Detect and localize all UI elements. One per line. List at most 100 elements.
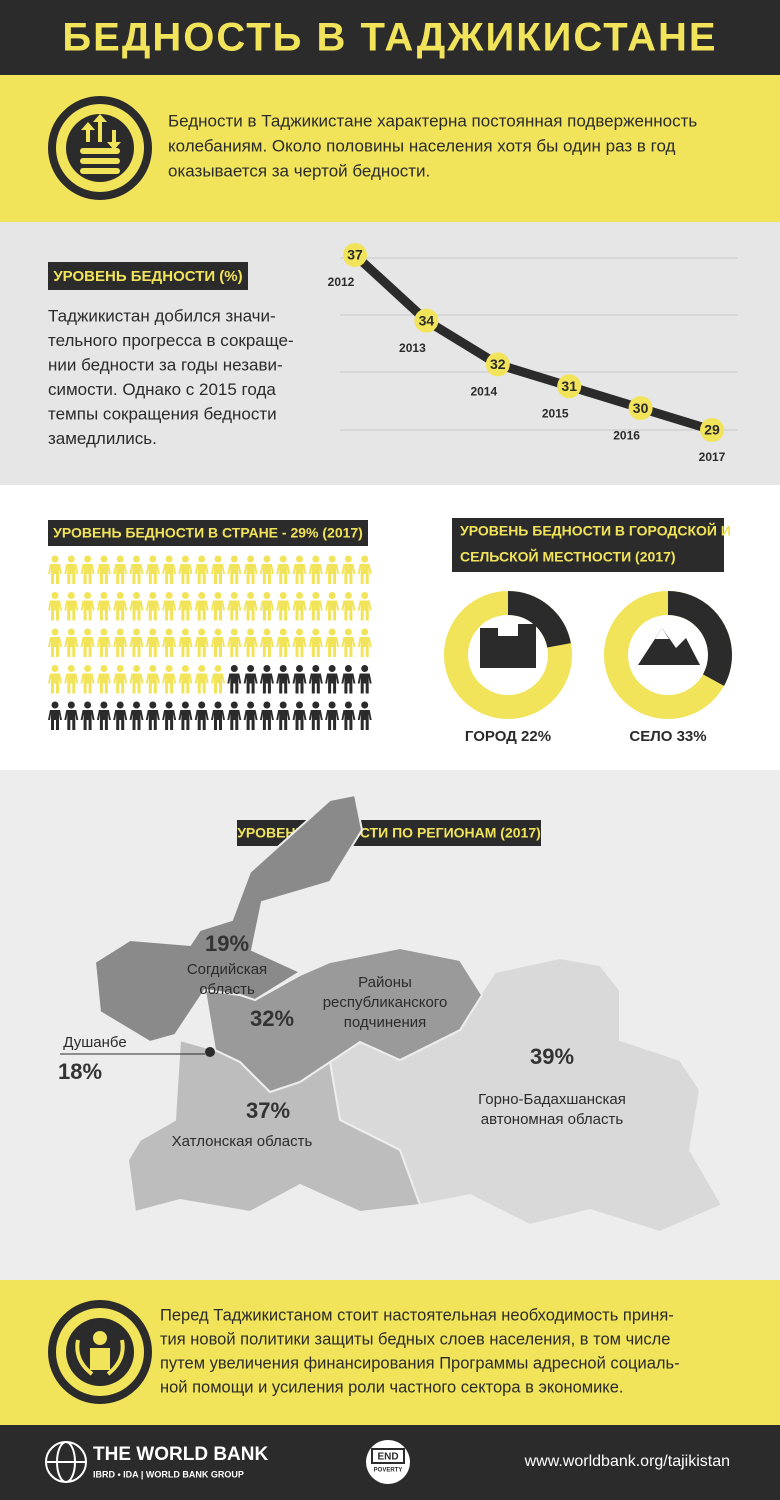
person-body	[259, 637, 274, 657]
person-body	[357, 710, 372, 730]
person	[259, 665, 274, 694]
person-head	[84, 628, 92, 636]
person	[162, 628, 177, 657]
text-line: симости. Однако с 2015 года	[48, 380, 276, 399]
person-head	[198, 701, 206, 709]
person-body	[162, 673, 177, 694]
person-head	[133, 701, 140, 709]
person-head	[230, 701, 238, 709]
person	[96, 592, 111, 621]
region-value: 37%	[246, 1098, 290, 1123]
person-head	[279, 665, 287, 672]
person	[113, 628, 128, 657]
person-body	[243, 637, 258, 657]
person-head	[344, 555, 352, 563]
text-line: ной помощи и усиления роли частного сект…	[160, 1378, 623, 1396]
person	[276, 628, 291, 657]
map	[93, 793, 724, 1234]
person	[211, 628, 225, 657]
person-body	[211, 564, 225, 584]
person-body	[129, 637, 144, 657]
person-body	[243, 673, 258, 694]
person-head	[165, 555, 173, 563]
person-head	[361, 592, 369, 599]
person-body	[308, 710, 323, 730]
person	[64, 555, 79, 584]
trend-rules	[340, 257, 738, 431]
person-body	[178, 710, 193, 730]
person-head	[247, 628, 255, 636]
person-head	[296, 555, 303, 563]
person-body	[276, 600, 291, 621]
trend-point	[700, 418, 724, 442]
person-head	[328, 628, 336, 636]
person	[80, 555, 95, 584]
person	[178, 701, 193, 730]
person-head	[247, 592, 255, 599]
footer-url[interactable]: www.worldbank.org/tajikistan	[524, 1453, 730, 1470]
person-head	[263, 555, 271, 563]
person-body	[325, 710, 340, 730]
person	[357, 592, 372, 621]
person-head	[312, 628, 320, 636]
person-body	[178, 600, 193, 621]
text-line: замедлились.	[48, 429, 157, 448]
person-head	[263, 665, 271, 672]
region-sughd	[93, 793, 364, 1044]
person-body	[243, 600, 258, 621]
person-head	[181, 555, 189, 563]
person-body	[113, 637, 128, 657]
person-head	[344, 628, 352, 636]
person-head	[133, 665, 140, 672]
person-head	[198, 665, 206, 672]
person	[341, 628, 356, 657]
trend-line	[351, 251, 714, 435]
person	[64, 665, 79, 694]
text-line: темпы сокращения бедности	[48, 404, 277, 423]
outro-icon	[48, 1300, 152, 1404]
person-head	[51, 701, 59, 709]
person-body	[308, 637, 323, 657]
person-head	[328, 665, 336, 672]
person	[243, 592, 258, 621]
person-body	[96, 673, 111, 694]
person	[80, 665, 95, 694]
text-line: область	[199, 981, 255, 998]
person	[80, 628, 95, 657]
person-head	[133, 555, 140, 563]
person-body	[129, 600, 144, 621]
person	[292, 555, 307, 584]
person-head	[84, 701, 92, 709]
person-body	[145, 600, 160, 621]
person-body	[129, 673, 144, 694]
person-head	[247, 555, 255, 563]
person-head	[100, 701, 108, 709]
person-head	[361, 555, 369, 563]
person-body	[64, 564, 79, 584]
person	[211, 701, 225, 730]
person-head	[116, 665, 124, 672]
person-head	[149, 555, 157, 563]
person-body	[259, 564, 274, 584]
person	[113, 592, 128, 621]
person-body	[243, 710, 258, 730]
person	[194, 592, 209, 621]
person-body	[129, 710, 144, 730]
person-head	[67, 628, 75, 636]
trend-year: 2016	[613, 428, 640, 442]
person	[80, 701, 95, 730]
person	[48, 592, 62, 621]
outro-text: Перед Таджикистаном стоит настоятельная …	[160, 1306, 680, 1396]
person	[129, 701, 144, 730]
person-head	[165, 628, 173, 636]
person-head	[344, 592, 352, 599]
person-body	[48, 637, 62, 657]
person-head	[344, 701, 352, 709]
person-head	[296, 592, 303, 599]
person-body	[276, 710, 291, 730]
person-body	[48, 600, 62, 621]
donut-label: СЕЛО 33%	[629, 728, 706, 745]
end-box	[371, 1448, 405, 1464]
person-head	[133, 592, 140, 599]
person-body	[96, 637, 111, 657]
